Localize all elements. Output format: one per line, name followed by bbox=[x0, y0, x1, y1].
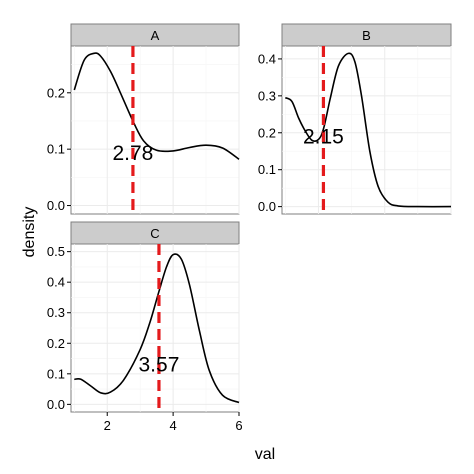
y-tick-label: 0.0 bbox=[47, 198, 65, 213]
y-tick-label: 0.2 bbox=[47, 85, 65, 100]
panel-background bbox=[70, 45, 240, 215]
y-tick-label: 0.0 bbox=[258, 199, 276, 214]
y-tick-label: 0.3 bbox=[258, 88, 276, 103]
y-tick-label: 0.1 bbox=[47, 366, 65, 381]
density-curve bbox=[284, 52, 452, 208]
y-tick-label: 0.0 bbox=[47, 397, 65, 412]
x-tick-label: 4 bbox=[170, 418, 177, 433]
facet-panel-b: B 0.0 0.1 0.2 0.3 0.4 2.15 bbox=[258, 23, 452, 215]
mean-label: 2.78 bbox=[112, 142, 153, 165]
y-tick-label: 0.3 bbox=[47, 305, 65, 320]
y-tick-label: 0.1 bbox=[258, 162, 276, 177]
x-axis-title: val bbox=[255, 446, 275, 463]
facet-panel-a: A 0.0 0.1 0.2 2.78 bbox=[47, 23, 240, 215]
x-tick-label: 6 bbox=[235, 418, 242, 433]
y-tick-label: 0.1 bbox=[47, 142, 65, 157]
density-curve bbox=[74, 253, 240, 404]
density-curve bbox=[73, 52, 240, 160]
facet-strip-label: B bbox=[362, 28, 371, 43]
y-tick-label: 0.4 bbox=[258, 51, 276, 66]
facet-panel-c: C 0.0 0.1 0.2 0.3 0.4 0.5 2 4 6 3.57 bbox=[47, 221, 243, 433]
facet-strip-label: C bbox=[150, 226, 159, 241]
facet-panels: A 0.0 0.1 0.2 2.78 B 0.0 0.1 0.2 0.3 0.4 2.15 C 0.0 0.… bbox=[47, 23, 452, 433]
mean-label: 3.57 bbox=[139, 354, 180, 377]
y-tick-label: 0.5 bbox=[47, 244, 65, 259]
y-tick-label: 0.4 bbox=[47, 275, 65, 290]
facet-strip-label: A bbox=[151, 28, 160, 43]
y-axis-title: density bbox=[21, 207, 38, 258]
y-tick-label: 0.2 bbox=[47, 336, 65, 351]
y-tick-label: 0.2 bbox=[258, 125, 276, 140]
mean-label: 2.15 bbox=[303, 125, 344, 148]
x-tick-label: 2 bbox=[104, 418, 111, 433]
